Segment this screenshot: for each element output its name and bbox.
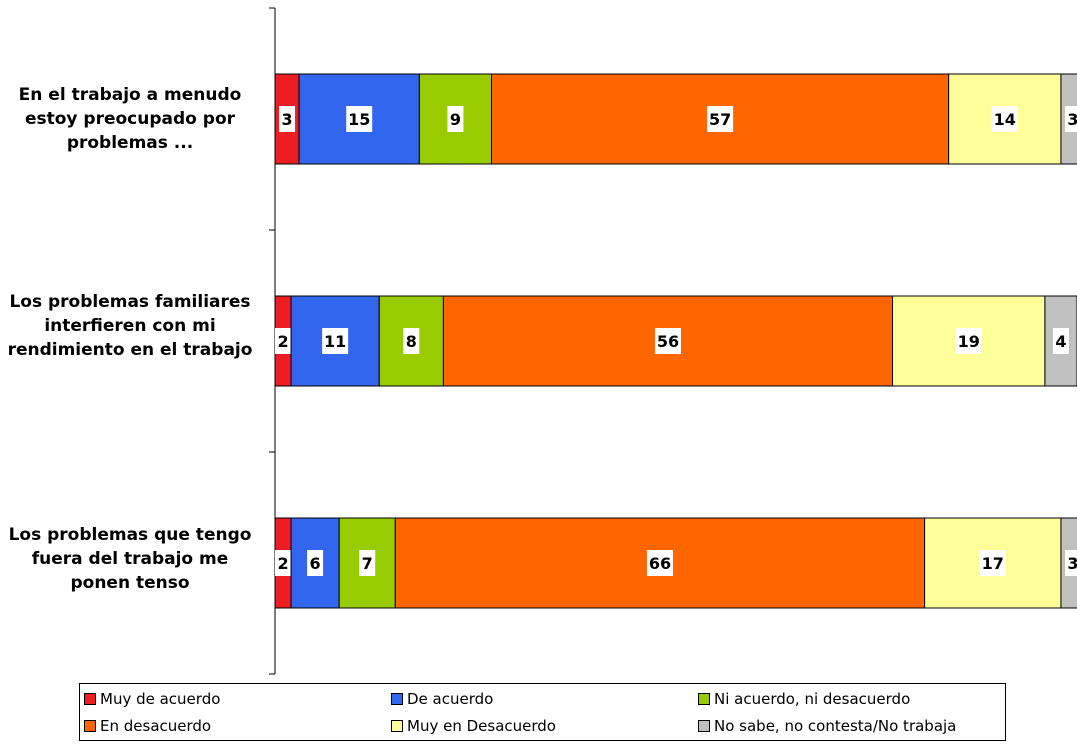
data-label: 11 [324, 332, 346, 351]
data-label: 3 [1067, 110, 1077, 129]
data-label: 19 [958, 332, 980, 351]
data-label-box [955, 328, 982, 354]
data-label-box [1052, 328, 1069, 354]
category-label-2: Los problemas familiares interfieren con… [7, 292, 253, 360]
data-label: 2 [277, 554, 288, 573]
legend-swatch-ni-acuerdo [698, 693, 710, 705]
data-label: 8 [406, 332, 417, 351]
data-label-box [447, 106, 464, 132]
data-label: 9 [450, 110, 461, 129]
category-label-1: En el trabajo a menudo estoy preocupado … [18, 85, 242, 153]
legend-label-ni-acuerdo: Ni acuerdo, ni desacuerdo [714, 690, 911, 708]
data-label: 6 [310, 554, 321, 573]
legend-label-en-desacuerdo: En desacuerdo [100, 717, 212, 735]
legend-label-de-acuerdo: De acuerdo [407, 690, 494, 708]
data-label-box [1064, 550, 1077, 576]
data-label: 2 [277, 332, 288, 351]
legend-item-muy-de-acuerdo: Muy de acuerdo [84, 690, 220, 708]
legend-swatch-muy-en-desacuerdo [391, 720, 403, 732]
data-label: 15 [348, 110, 370, 129]
legend-label-muy-de-acuerdo: Muy de acuerdo [100, 690, 221, 708]
data-label: 66 [649, 554, 671, 573]
data-label-box [1064, 106, 1077, 132]
data-label: 3 [1067, 554, 1077, 573]
data-label-box [359, 550, 376, 576]
legend-swatch-muy-de-acuerdo [84, 693, 96, 705]
data-label: 7 [362, 554, 373, 573]
data-label: 14 [994, 110, 1016, 129]
data-label: 3 [281, 110, 292, 129]
data-label-box [654, 328, 681, 354]
legend-label-no-sabe: No sabe, no contesta/No trabaja [714, 717, 957, 735]
legend-item-ni-acuerdo: Ni acuerdo, ni desacuerdo [698, 690, 910, 708]
data-label-box [275, 328, 292, 354]
data-label-box [646, 550, 673, 576]
data-label: 4 [1055, 332, 1066, 351]
stacked-bar-chart: 3 15 9 57 14 3 2 11 8 56 19 4 2 6 7 66 17 3 [269, 7, 1077, 675]
data-label-box [275, 550, 292, 576]
data-label-box [991, 106, 1018, 132]
legend-item-no-sabe: No sabe, no contesta/No trabaja [698, 717, 956, 735]
data-label-box [346, 106, 373, 132]
legend-item-muy-en-desacuerdo: Muy en Desacuerdo [391, 717, 556, 735]
legend: Muy de acuerdo De acuerdo Ni acuerdo, ni… [79, 683, 1006, 741]
data-label: 56 [657, 332, 679, 351]
data-label-box [307, 550, 324, 576]
legend-swatch-no-sabe [698, 720, 710, 732]
legend-swatch-en-desacuerdo [84, 720, 96, 732]
data-label: 17 [982, 554, 1004, 573]
legend-swatch-de-acuerdo [391, 693, 403, 705]
data-label-box [322, 328, 349, 354]
data-label: 57 [709, 110, 731, 129]
data-label-box [707, 106, 734, 132]
legend-item-de-acuerdo: De acuerdo [391, 690, 493, 708]
data-label-box [279, 106, 296, 132]
legend-item-en-desacuerdo: En desacuerdo [84, 717, 211, 735]
data-label-box [403, 328, 420, 354]
data-label-box [979, 550, 1006, 576]
category-label-3: Los problemas que tengo fuera del trabaj… [8, 525, 252, 593]
legend-label-muy-en-desacuerdo: Muy en Desacuerdo [407, 717, 556, 735]
